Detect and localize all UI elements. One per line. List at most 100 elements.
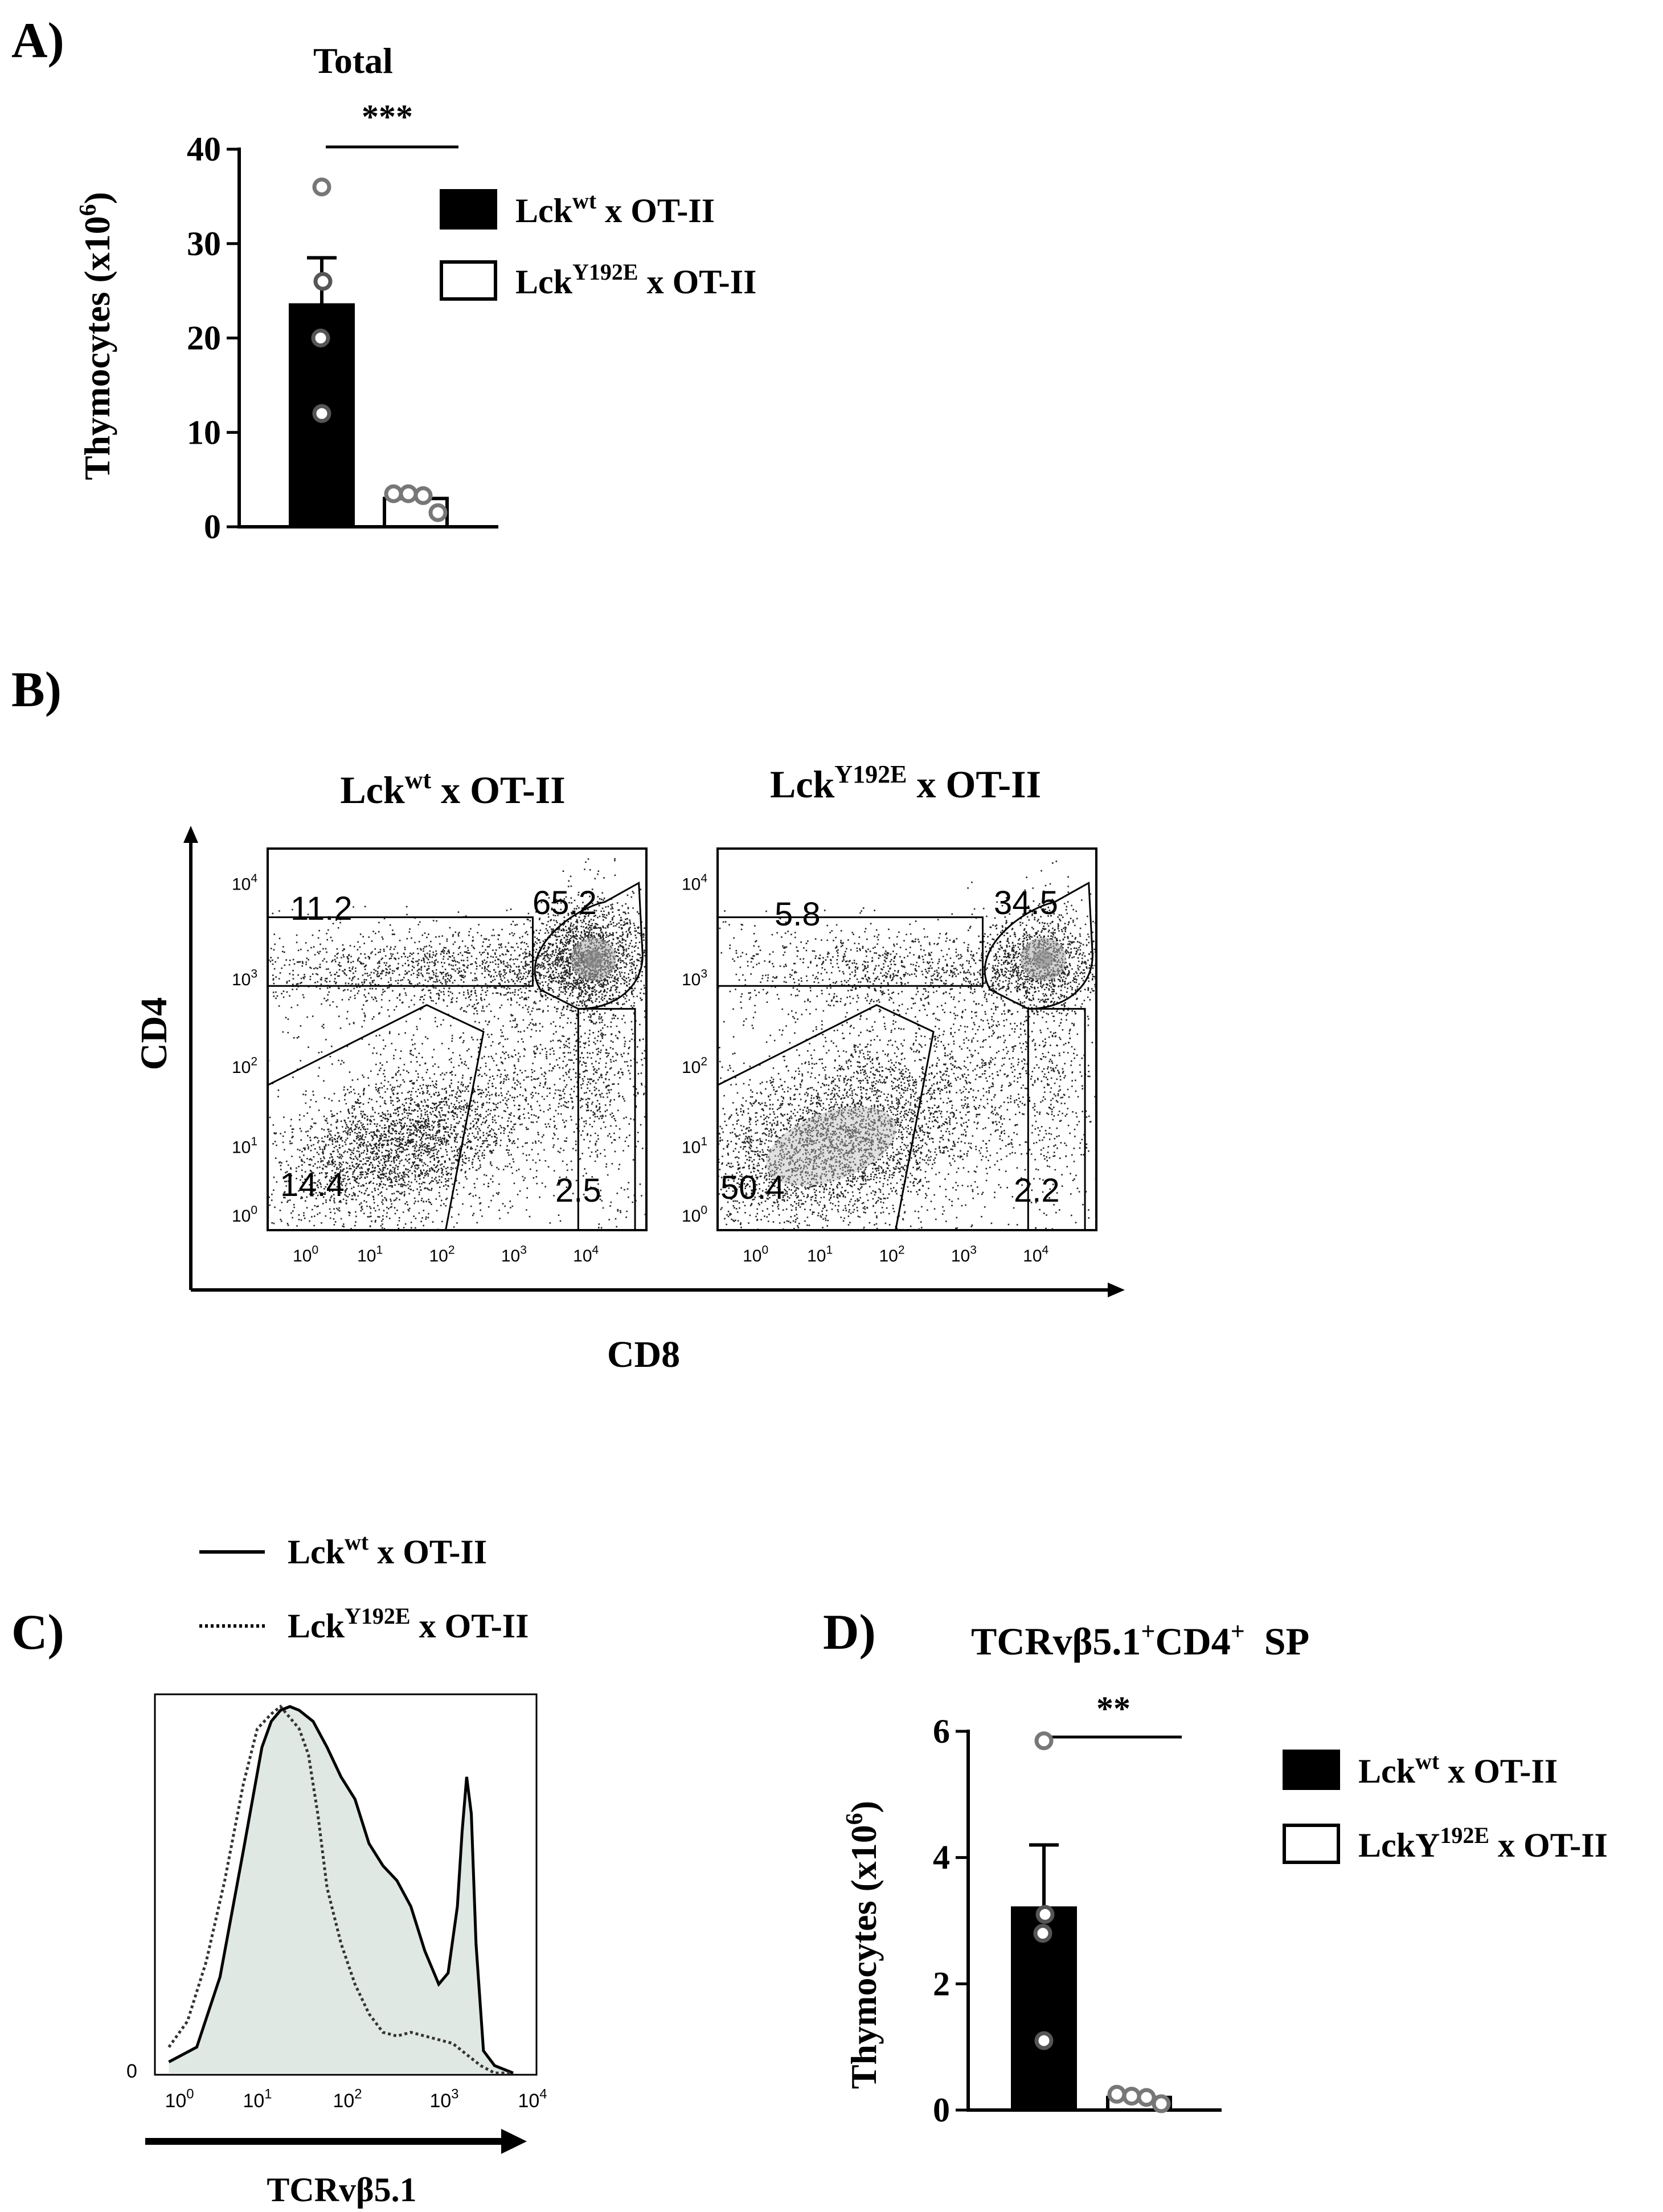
panel-d-title: TCRvβ5.1+CD4+ SP: [971, 1617, 1309, 1663]
legend-d-swatch-wt: [1283, 1750, 1340, 1790]
y-tick-label: 102: [682, 1055, 707, 1077]
x-tick-label: 102: [429, 1244, 454, 1266]
gate-dn: [716, 1004, 935, 1231]
flow-plot-wt: 100 100 101 101 102 102 103 103 104 104 11.2 65.2…: [232, 847, 648, 1265]
x-tick-label: 103: [501, 1244, 527, 1266]
legend-label-y192e: LckY192E x OT-II: [515, 259, 756, 301]
x-tick-label: 101: [807, 1244, 833, 1266]
x-tick-label: 100: [293, 1244, 318, 1266]
data-point: [1035, 1904, 1055, 1924]
data-point: [413, 486, 433, 505]
panel-d-bars: [1011, 1731, 1172, 2113]
data-point: [384, 484, 403, 503]
y-tick-label: 104: [232, 872, 257, 894]
dp-core: [583, 950, 603, 969]
histogram-xlabel: TCRvβ5.1: [267, 2171, 416, 2209]
plot2-gates: [716, 881, 1093, 1231]
x-tick-label: 100: [165, 2087, 194, 2112]
x-tick-label: 103: [429, 2087, 458, 2112]
panel-d-ylabel: Thymocytes (x106): [842, 1801, 884, 2089]
dp-core: [1033, 950, 1053, 969]
gate-cd4-sp-value: 11.2: [290, 890, 353, 927]
histogram-curves: [167, 1705, 514, 2075]
legend-d-swatch-y192e: [1283, 1824, 1340, 1864]
histogram-fill: [169, 1706, 514, 2073]
gate-cd8-sp-value-2: 2.2: [1014, 1172, 1060, 1209]
y-tick-label: 30: [187, 225, 221, 263]
histogram-x-ticks: 100 101 102 103 104: [165, 2087, 547, 2112]
data-point: [1122, 2087, 1141, 2106]
y-tick-label: 6: [933, 1713, 950, 1750]
cd8-axis-label: CD8: [607, 1334, 680, 1375]
y-tick-label: 104: [682, 872, 707, 894]
y-tick-label: 100: [682, 1204, 707, 1226]
y-tick-label: 101: [232, 1135, 257, 1157]
panel-a: A) Total *** Thymocytes (x106) 0 10 20 30 40…: [11, 13, 756, 546]
y-tick-label: 10: [187, 413, 221, 451]
plot2-ticks: 100 100 101 101 102 102 103 103 104 104: [682, 872, 1049, 1265]
gate-cd4-sp-value-2: 5.8: [775, 896, 821, 933]
panel-d-label: D): [823, 1605, 876, 1660]
panel-d: D) TCRvβ5.1+CD4+ SP ** Thymocytes (x106)…: [823, 1605, 1608, 2129]
panel-a-title: Total: [313, 40, 393, 81]
y-tick-label: 101: [682, 1135, 707, 1157]
data-point: [428, 503, 448, 522]
data-point: [1033, 1924, 1052, 1943]
y-tick-label: 103: [232, 967, 257, 989]
legend-swatch-wt: [440, 189, 497, 230]
legend-c-y192e: LckY192E x OT-II: [288, 1603, 529, 1645]
panel-d-legend: Lckwt x OT-II LckY192E x OT-II: [1283, 1748, 1608, 1864]
legend-c-wt: Lckwt x OT-II: [288, 1529, 487, 1571]
y-tick-label: 0: [204, 508, 221, 546]
panel-b-label: B): [11, 662, 62, 718]
x-tick-label: 104: [518, 2087, 547, 2112]
gate-cd8-sp: [1027, 1007, 1086, 1230]
panel-d-axes: 0 2 4 6: [933, 1713, 1222, 2129]
x-tick-label: 104: [573, 1244, 599, 1266]
gate-dn-value: 14.4: [280, 1166, 345, 1203]
x-tick-label: 101: [357, 1244, 383, 1266]
y-tick-label: 103: [682, 967, 707, 989]
plot2-title: LckY192E x OT-II: [770, 760, 1041, 806]
data-point: [312, 404, 331, 423]
y-tick-label: 2: [933, 1965, 950, 2002]
data-point: [1152, 2094, 1171, 2113]
bar-y192e: [383, 497, 449, 529]
dn-density: [765, 1106, 897, 1186]
event-dots: [718, 861, 1096, 1230]
panel-a-bars: [289, 177, 449, 529]
gate-dn-value-2: 50.4: [720, 1169, 785, 1206]
panel-b: B) Lckwt x OT-II LckY192E x OT-II CD4 CD…: [11, 662, 1125, 1375]
plot2-events: [718, 861, 1096, 1230]
x-tick-label: 103: [951, 1244, 977, 1266]
x-tick-label: 101: [243, 2087, 272, 2112]
cd4-arrowhead: [183, 826, 198, 843]
legend-swatch-y192e: [440, 260, 497, 301]
gate-dp: [534, 881, 644, 1010]
plot1-ticks: 100 100 101 101 102 102 103 103 104 104: [232, 872, 599, 1265]
histogram-line-wt: [168, 1705, 514, 2075]
legend-label-wt: Lckwt x OT-II: [515, 188, 715, 230]
histogram-line-y192e: [167, 1705, 514, 2075]
legend-d-label-wt: Lckwt x OT-II: [1358, 1748, 1558, 1790]
gate-dp: [984, 881, 1093, 1010]
panel-a-ylabel: Thymocytes (x106): [75, 192, 117, 480]
panel-d-significance: **: [1096, 1690, 1130, 1727]
gate-dp-value-2: 34.5: [994, 884, 1058, 921]
gate-cd4-sp: [267, 916, 534, 987]
gate-dp-value: 65.2: [533, 884, 597, 921]
y-tick-label: 100: [232, 1204, 257, 1226]
x-tick-label: 104: [1023, 1244, 1048, 1266]
panel-c: C) Lckwt x OT-II LckY192E x OT-II 0 100 1…: [11, 1529, 547, 2209]
legend-d-label-y192e: LckY192E x OT-II: [1358, 1822, 1608, 1864]
y-tick-label: 0: [933, 2091, 950, 2129]
gate-cd8-sp: [577, 1007, 636, 1230]
histogram-zero-label: 0: [126, 2061, 137, 2082]
gate-dn: [267, 1004, 485, 1231]
y-tick-label: 102: [232, 1055, 257, 1077]
y-tick-label: 40: [187, 130, 221, 168]
panel-a-axes: 0 10 20 30 40: [187, 130, 498, 546]
y-tick-label: 20: [187, 319, 221, 357]
